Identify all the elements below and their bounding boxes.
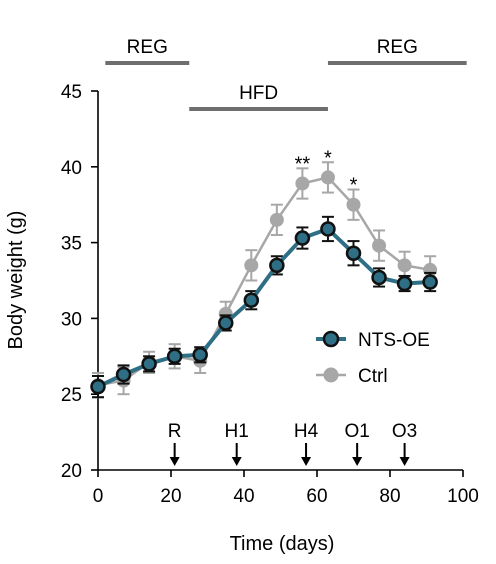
event-label: H1 xyxy=(225,421,249,442)
data-point xyxy=(244,258,259,273)
significance-marks: ** ** xyxy=(295,147,358,196)
data-point xyxy=(345,245,362,261)
diet-period-label: REG xyxy=(377,37,418,58)
significance-star: * xyxy=(324,147,332,169)
data-point xyxy=(269,212,284,227)
legend-marker xyxy=(323,367,339,383)
event-label: O3 xyxy=(392,421,417,442)
data-point xyxy=(396,275,413,292)
x-tick-label: 20 xyxy=(160,486,181,507)
data-point xyxy=(295,176,310,191)
x-tick-label: 0 xyxy=(93,486,104,507)
event-label: R xyxy=(168,421,182,442)
data-point xyxy=(141,356,157,372)
y-ticks: 20 25 30 35 40 45 xyxy=(61,82,98,482)
y-axis-label: Body weight (g) xyxy=(5,211,27,350)
event-arrow-head xyxy=(399,457,410,466)
event-arrow-head xyxy=(231,457,242,466)
series-layer xyxy=(90,161,438,399)
data-point xyxy=(269,257,285,274)
diet-period-label: REG xyxy=(127,37,168,58)
significance-star: * xyxy=(350,175,358,197)
event-arrow-head xyxy=(352,457,363,466)
event-label: H4 xyxy=(294,421,319,442)
x-ticks: 0 20 40 60 80 100 xyxy=(93,470,479,507)
series-nts-oe xyxy=(90,215,438,399)
data-point xyxy=(243,292,260,308)
data-point xyxy=(218,315,234,331)
data-point xyxy=(422,274,438,290)
x-tick-label: 100 xyxy=(447,486,479,507)
data-point xyxy=(294,230,311,246)
diet-period-label: HFD xyxy=(239,83,278,104)
y-tick-label: 30 xyxy=(61,309,82,330)
event-label: O1 xyxy=(344,421,369,442)
data-point xyxy=(192,347,208,363)
y-tick-label: 35 xyxy=(61,234,82,255)
significance-star: ** xyxy=(295,153,311,175)
axes: 0 20 40 60 80 100 20 25 30 35 40 45 Time (days) Bo… xyxy=(5,82,479,555)
y-tick-label: 25 xyxy=(61,385,82,406)
event-arrow-head xyxy=(301,457,312,466)
data-point xyxy=(90,378,106,395)
x-tick-label: 40 xyxy=(233,486,254,507)
diet-periods: REG HFD REG xyxy=(105,37,467,111)
data-point xyxy=(115,366,132,383)
legend-entry: NTS-OE xyxy=(358,330,430,351)
data-point xyxy=(166,348,183,365)
y-tick-label: 40 xyxy=(61,158,82,179)
legend-entry: Ctrl xyxy=(358,366,388,387)
x-tick-label: 60 xyxy=(306,486,327,507)
legend: NTS-OE Ctrl xyxy=(316,330,430,387)
data-point xyxy=(320,170,335,185)
data-point xyxy=(320,221,336,237)
event-arrow-head xyxy=(169,457,180,466)
y-tick-label: 45 xyxy=(61,82,82,103)
data-point xyxy=(371,269,387,286)
x-axis-label: Time (days) xyxy=(230,533,335,555)
legend-marker xyxy=(322,330,340,348)
y-tick-label: 20 xyxy=(61,461,82,482)
x-tick-label: 80 xyxy=(379,486,400,507)
data-point xyxy=(346,197,361,212)
data-point xyxy=(397,258,412,273)
data-point xyxy=(372,238,387,253)
event-markers: R H1 H4 O1 O3 xyxy=(168,421,417,466)
